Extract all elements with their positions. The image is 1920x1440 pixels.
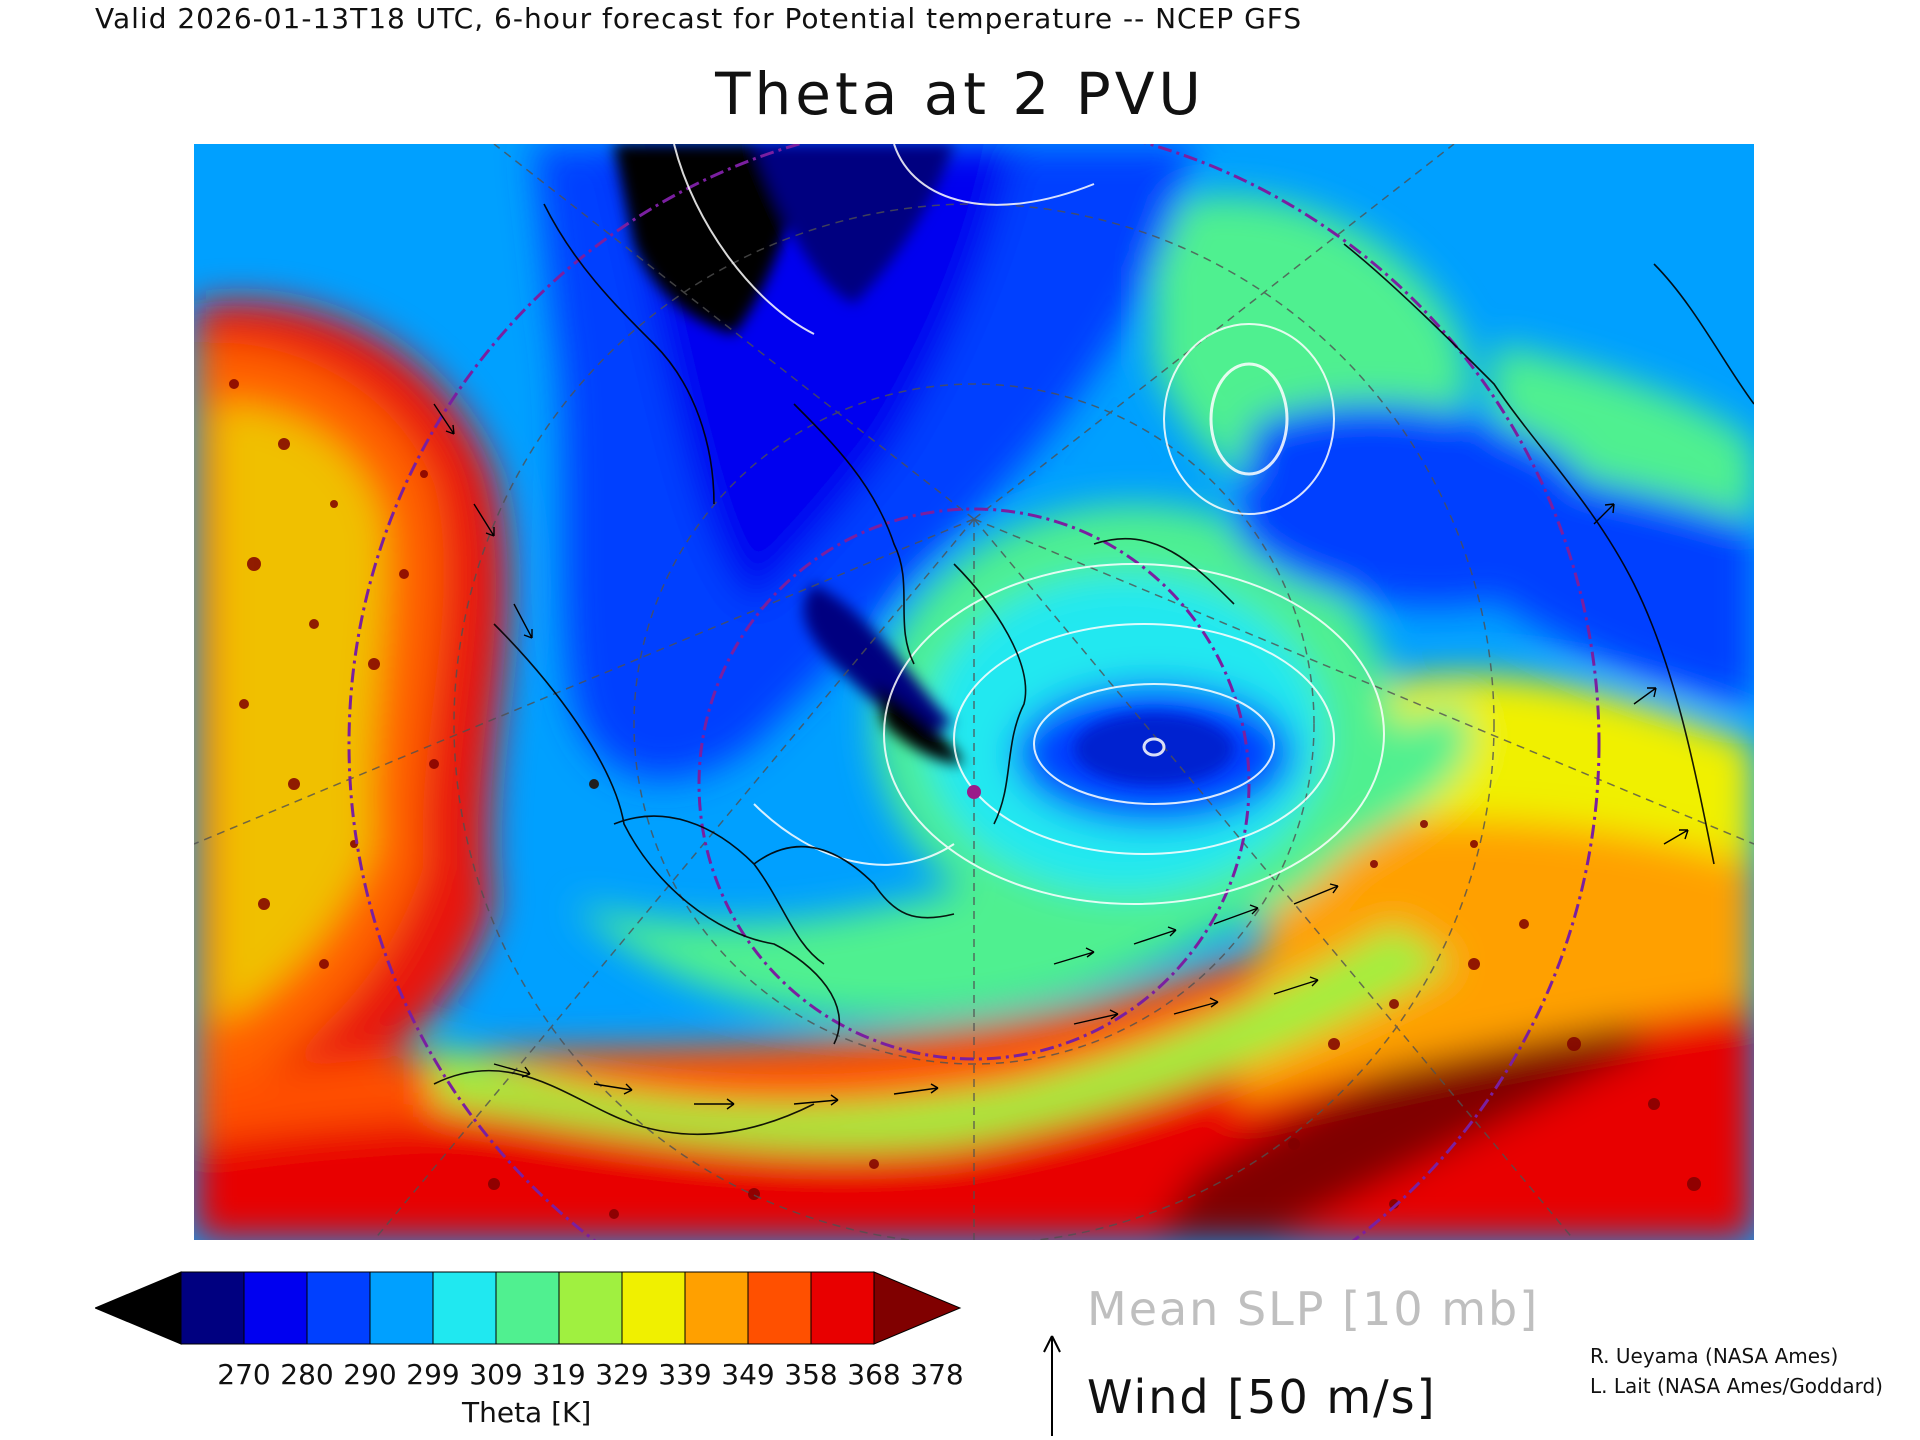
colorbar-swatch [621, 1271, 686, 1345]
wind-vectors [433, 403, 1689, 1110]
colorbar-tick-labels: 270 280 290 299 309 319 329 339 349 358 368 378 [95, 1358, 975, 1394]
colorbar-low-triangle [95, 1271, 182, 1345]
colorbar-tick-label: 280 [280, 1358, 334, 1391]
colorbar-tick-label: 339 [658, 1358, 712, 1391]
credit-line-2: L. Lait (NASA Ames/Goddard) [1590, 1374, 1883, 1398]
map-marker [967, 785, 981, 799]
colorbar-swatch [180, 1271, 245, 1345]
colorbar-high-triangle [873, 1271, 962, 1345]
theta-field-plot [194, 144, 1754, 1240]
colorbar-swatch [495, 1271, 560, 1345]
colorbar-swatch [369, 1271, 434, 1345]
colorbar-swatch [684, 1271, 749, 1345]
lat-lon-grid [194, 144, 1754, 1240]
colorbar-tick-label: 329 [595, 1358, 649, 1391]
wind-legend-label: Wind [50 m/s] [1087, 1370, 1437, 1424]
colorbar-tick-label: 319 [532, 1358, 586, 1391]
colorbar-tick-label: 299 [406, 1358, 460, 1391]
colorbar-swatch [558, 1271, 623, 1345]
colorbar-swatch [810, 1271, 875, 1345]
forecast-header: Valid 2026-01-13T18 UTC, 6-hour forecast… [95, 2, 1303, 35]
latitude-circle-inner [697, 507, 1251, 1061]
colorbar-swatch [306, 1271, 371, 1345]
credit-line-1: R. Ueyama (NASA Ames) [1590, 1344, 1839, 1368]
colorbar-tick-label: 270 [217, 1358, 271, 1391]
slp-contours [673, 144, 1385, 905]
deep-blue-lobe [803, 584, 954, 730]
colorbar-tick-label: 290 [343, 1358, 397, 1391]
colorbar-swatch [432, 1271, 497, 1345]
colorbar-swatch [747, 1271, 812, 1345]
colorbar-tick-label: 368 [847, 1358, 901, 1391]
colorbar-units-label: Theta [K] [462, 1396, 592, 1429]
darkest-air-mass [614, 144, 814, 334]
colorbar-tick-label: 349 [721, 1358, 775, 1391]
colorbar [95, 1271, 962, 1345]
colorbar-tick-label: 309 [469, 1358, 523, 1391]
colorbar-tick-label: 358 [784, 1358, 838, 1391]
graticule-circles [347, 144, 1601, 1240]
map-title: Theta at 2 PVU [715, 60, 1205, 128]
coastlines [433, 203, 1754, 1136]
arrow-up-icon [1043, 1335, 1061, 1436]
colorbar-swatch [243, 1271, 308, 1345]
colorbar-tick-label: 378 [910, 1358, 964, 1391]
slp-legend-label: Mean SLP [10 mb] [1087, 1282, 1540, 1336]
latitude-circle-outer [347, 144, 1601, 1240]
theta-map [194, 144, 1754, 1240]
map-marker-dark [589, 779, 599, 789]
